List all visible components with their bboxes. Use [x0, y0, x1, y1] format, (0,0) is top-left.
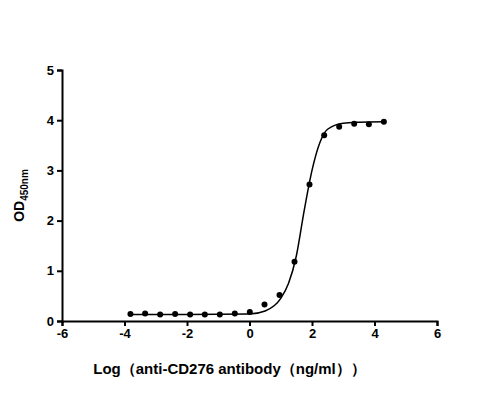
y-axis: 0 1 2 3 4 5: [47, 63, 63, 329]
y-tick-mark: [57, 270, 62, 272]
y-tick: 5: [47, 63, 62, 78]
y-tick-label: 3: [47, 163, 54, 178]
x-axis-title: Log（anti-CD276 antibody（ng/ml））: [93, 360, 366, 377]
y-tick-mark: [57, 120, 62, 122]
y-tick-mark: [57, 321, 62, 323]
data-point: [262, 301, 268, 307]
marks: [127, 119, 386, 318]
x-tick: 0: [246, 321, 253, 341]
y-tick-label: 5: [47, 63, 54, 78]
fit-line: [130, 122, 383, 315]
y-tick: 0: [47, 314, 62, 329]
y-tick: 2: [47, 213, 62, 228]
y-axis-title: OD450nm: [11, 169, 30, 222]
y-tick-label: 2: [47, 213, 54, 228]
y-tick-mark: [57, 70, 62, 72]
chart: -6 -4 -2 0 2 4 6 0 1 2 3 4 5 Log（anti-CD276 antibody（…: [0, 0, 491, 417]
data-point: [142, 310, 148, 316]
x-tick-label: -4: [119, 326, 131, 341]
x-tick: -4: [119, 321, 131, 341]
y-tick: 1: [47, 263, 62, 278]
x-tick: 2: [309, 321, 316, 341]
x-tick-label: -2: [182, 326, 194, 341]
x-tick: 6: [434, 321, 441, 341]
y-tick-label: 0: [47, 314, 54, 329]
y-axis-line: [57, 71, 63, 322]
x-tick-label: 0: [246, 326, 253, 341]
y-tick-label: 1: [47, 263, 54, 278]
x-tick: 4: [371, 321, 379, 341]
x-tick: -2: [182, 321, 194, 341]
x-tick-label: 2: [309, 326, 316, 341]
y-tick: 3: [47, 163, 62, 178]
y-tick: 4: [47, 113, 62, 128]
y-tick-mark: [57, 220, 62, 222]
x-tick: -6: [57, 321, 69, 341]
plot: -6 -4 -2 0 2 4 6 0 1 2 3 4 5: [47, 63, 441, 342]
x-tick-label: 6: [434, 326, 441, 341]
x-axis: -6 -4 -2 0 2 4 6: [57, 321, 441, 341]
y-tick-mark: [57, 170, 62, 172]
y-tick-label: 4: [47, 113, 55, 128]
x-tick-label: -6: [57, 326, 69, 341]
x-tick-label: 4: [371, 326, 379, 341]
